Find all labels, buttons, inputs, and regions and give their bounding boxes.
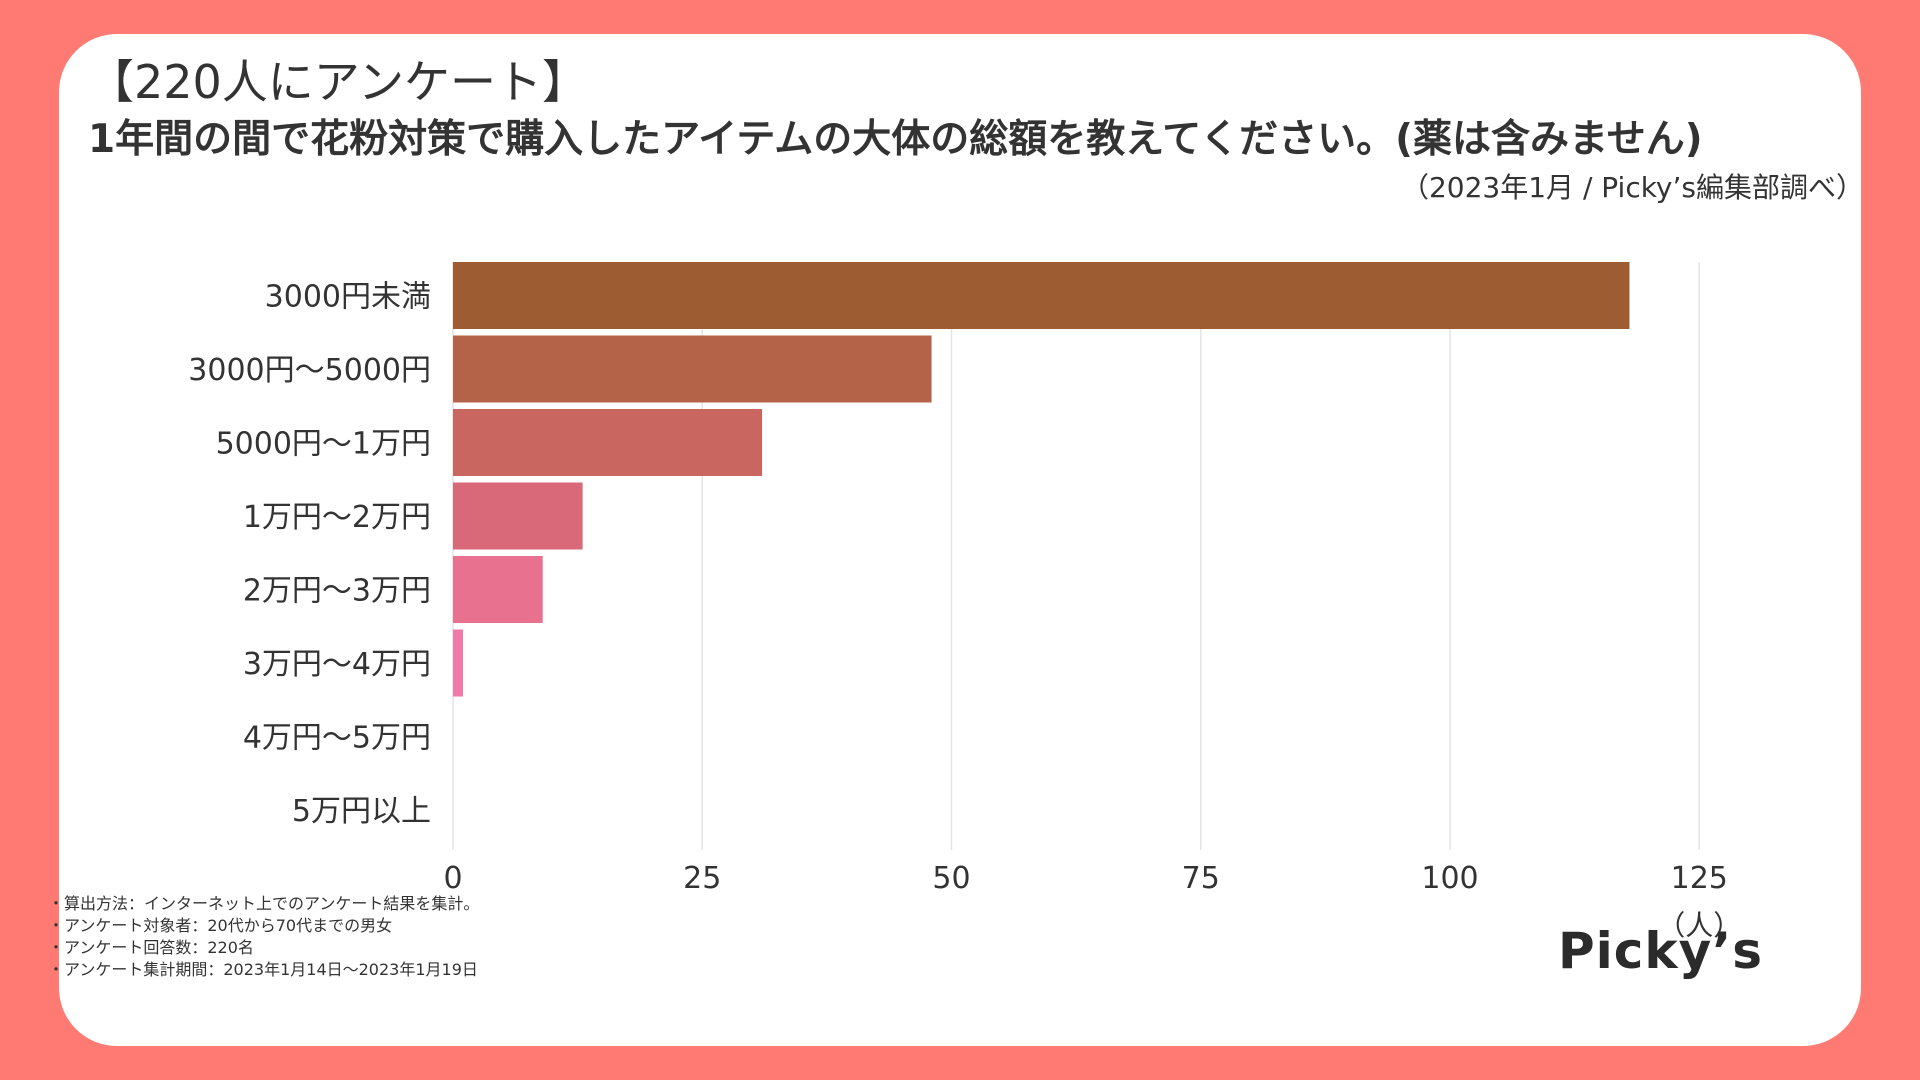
note-target: ・アンケート対象者：20代から70代までの男女 <box>48 916 393 935</box>
x-axis-unit-label: （人） <box>1657 909 1741 942</box>
chart-source: （2023年1月 / Picky’s編集部調べ） <box>1400 171 1864 204</box>
y-category-label: 3000円〜5000円 <box>188 353 431 388</box>
chart-card <box>59 34 1861 1046</box>
note-period: ・アンケート集計期間：2023年1月14日〜2023年1月19日 <box>48 960 478 979</box>
y-category-label: 3000円未満 <box>265 280 431 315</box>
x-tick-label: 25 <box>683 861 721 896</box>
y-category-label: 5万円以上 <box>292 794 431 829</box>
note-count: ・アンケート回答数：220名 <box>48 938 254 957</box>
survey-notes: ・算出方法：インターネット上でのアンケート結果を集計。 ・アンケート対象者：20… <box>48 893 479 981</box>
y-category-label: 2万円〜3万円 <box>243 574 431 609</box>
x-tick-label: 100 <box>1421 861 1478 896</box>
y-category-label: 3万円〜4万円 <box>243 647 431 682</box>
x-tick-label: 125 <box>1671 861 1728 896</box>
y-category-label: 1万円〜2万円 <box>243 500 431 535</box>
chart-title: 1年間の間で花粉対策で購入したアイテムの大体の総額を教えてください。(薬は含みま… <box>88 117 1703 162</box>
bar <box>453 482 583 550</box>
bar <box>453 556 543 623</box>
chart-title-prefix: 【220人にアンケート】 <box>88 55 588 109</box>
x-tick-label: 50 <box>932 861 970 896</box>
y-category-label: 5000円〜1万円 <box>216 427 431 462</box>
bar <box>453 262 1630 329</box>
bar <box>453 629 463 697</box>
x-tick-label: 0 <box>443 861 462 896</box>
x-tick-label: 75 <box>1182 861 1220 896</box>
note-method: ・算出方法：インターネット上でのアンケート結果を集計。 <box>48 894 480 913</box>
bar <box>453 335 932 403</box>
bar <box>453 409 763 476</box>
brand-logo: Picky’s <box>1558 922 1764 980</box>
y-category-label: 4万円〜5万円 <box>243 721 431 756</box>
